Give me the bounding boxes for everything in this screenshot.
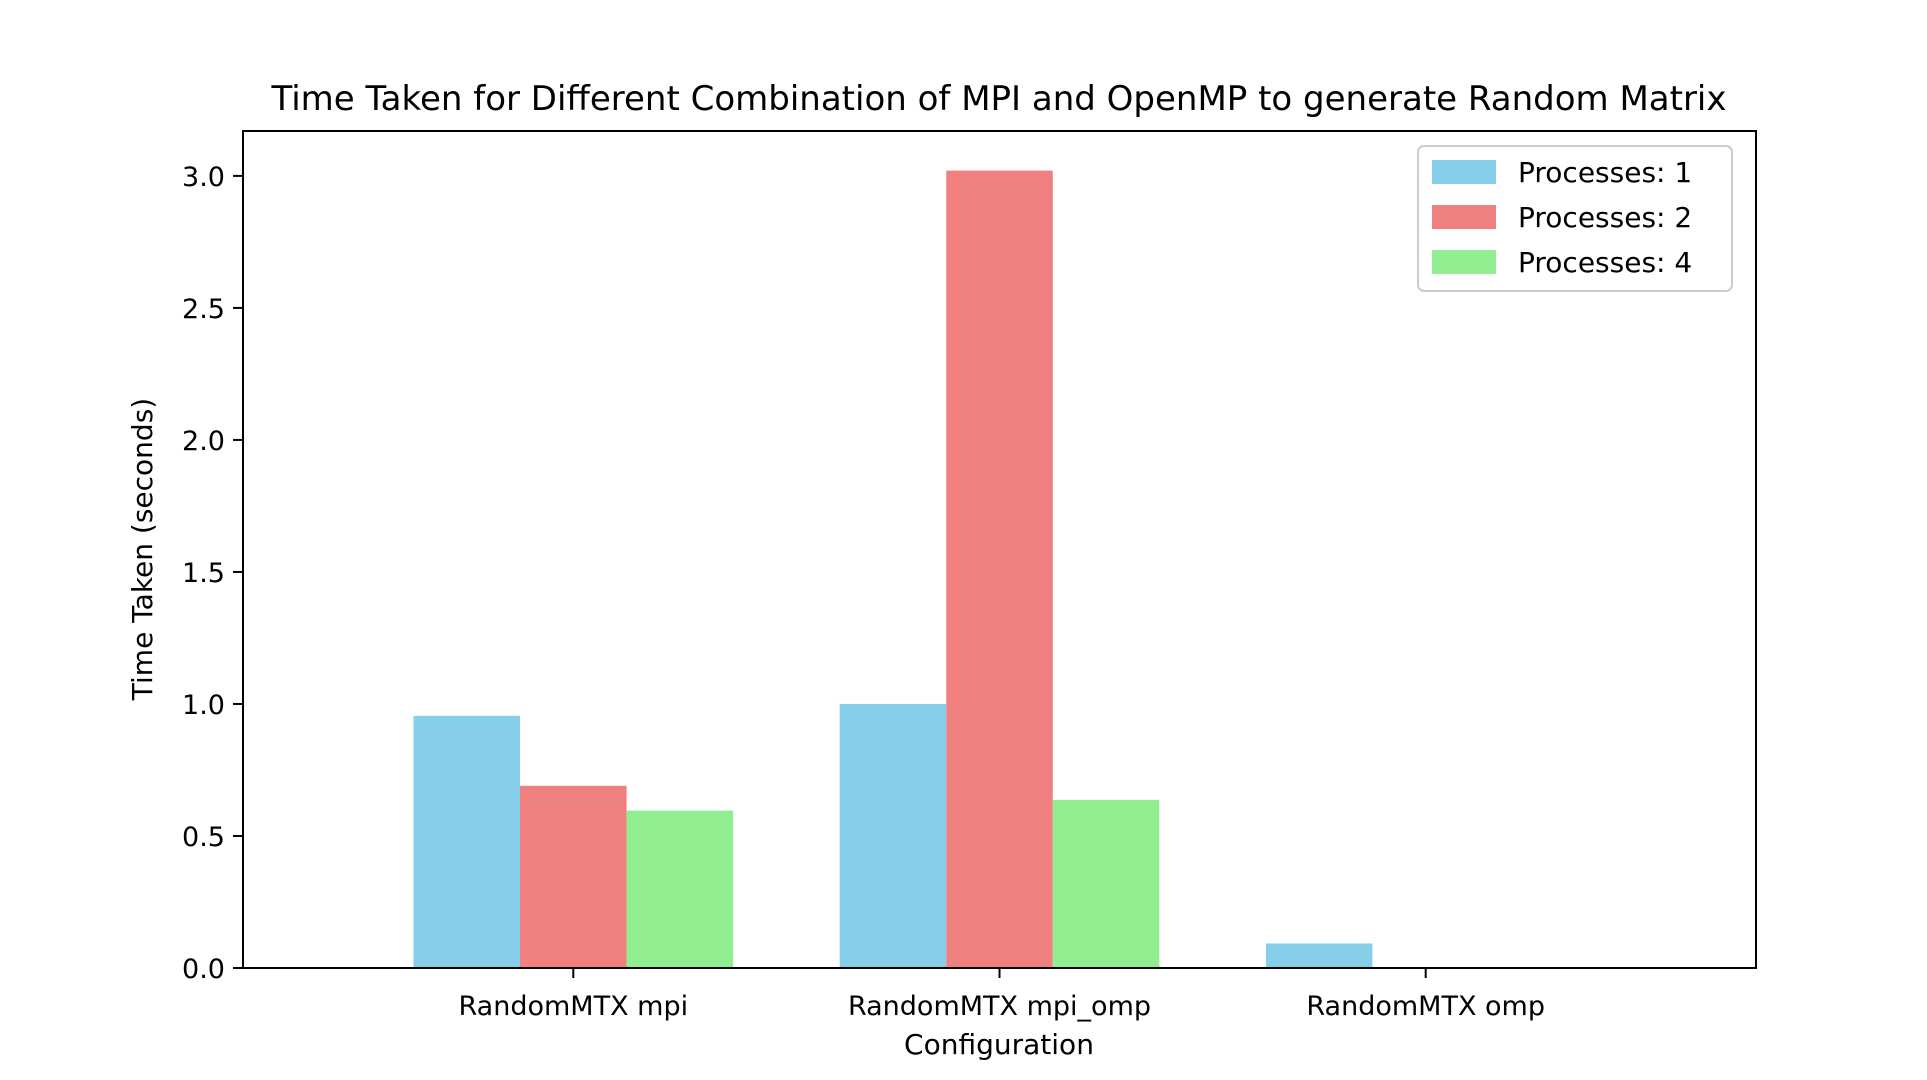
legend-label-1: Processes: 1 bbox=[1518, 156, 1692, 189]
x-tick-label: RandomMTX mpi_omp bbox=[848, 991, 1151, 1022]
y-tick-label: 0.0 bbox=[182, 954, 225, 985]
legend-swatch-1 bbox=[1432, 160, 1496, 184]
legend-label-3: Processes: 4 bbox=[1518, 246, 1692, 279]
bar-3-1 bbox=[626, 810, 734, 968]
bar-1-1 bbox=[413, 715, 521, 968]
y-axis-label: Time Taken (seconds) bbox=[126, 398, 159, 701]
bar-1-3 bbox=[1265, 943, 1373, 968]
y-tick-label: 1.0 bbox=[182, 690, 225, 721]
x-tick-label: RandomMTX omp bbox=[1306, 991, 1545, 1022]
plot-frame bbox=[242, 130, 1757, 969]
chart-title: Time Taken for Different Combination of … bbox=[271, 79, 1727, 119]
bar-2-1 bbox=[520, 785, 627, 968]
y-tick-label: 1.5 bbox=[182, 558, 225, 589]
legend-box bbox=[1417, 145, 1733, 292]
legend-label-2: Processes: 2 bbox=[1518, 201, 1692, 234]
y-axis-ticks: 0.0 0.5 1.0 1.5 2.0 2.5 3.0 bbox=[182, 162, 243, 985]
y-tick-label: 0.5 bbox=[182, 822, 225, 853]
y-tick-label: 3.0 bbox=[182, 162, 225, 193]
bar-3-2 bbox=[1052, 799, 1160, 968]
y-tick-label: 2.0 bbox=[182, 426, 225, 457]
legend-swatch-2 bbox=[1432, 205, 1496, 229]
bar-2-2 bbox=[946, 170, 1053, 968]
x-axis-label: Configuration bbox=[904, 1028, 1094, 1061]
legend: Processes: 1 Processes: 2 Processes: 4 bbox=[1417, 145, 1733, 292]
x-tick-label: RandomMTX mpi bbox=[459, 991, 689, 1022]
legend-swatch-3 bbox=[1432, 250, 1496, 274]
x-axis-ticks: RandomMTX mpi RandomMTX mpi_omp RandomMTX … bbox=[459, 968, 1545, 1022]
bars-group bbox=[413, 170, 1373, 968]
bar-1-2 bbox=[839, 703, 947, 968]
y-tick-label: 2.5 bbox=[182, 294, 225, 325]
